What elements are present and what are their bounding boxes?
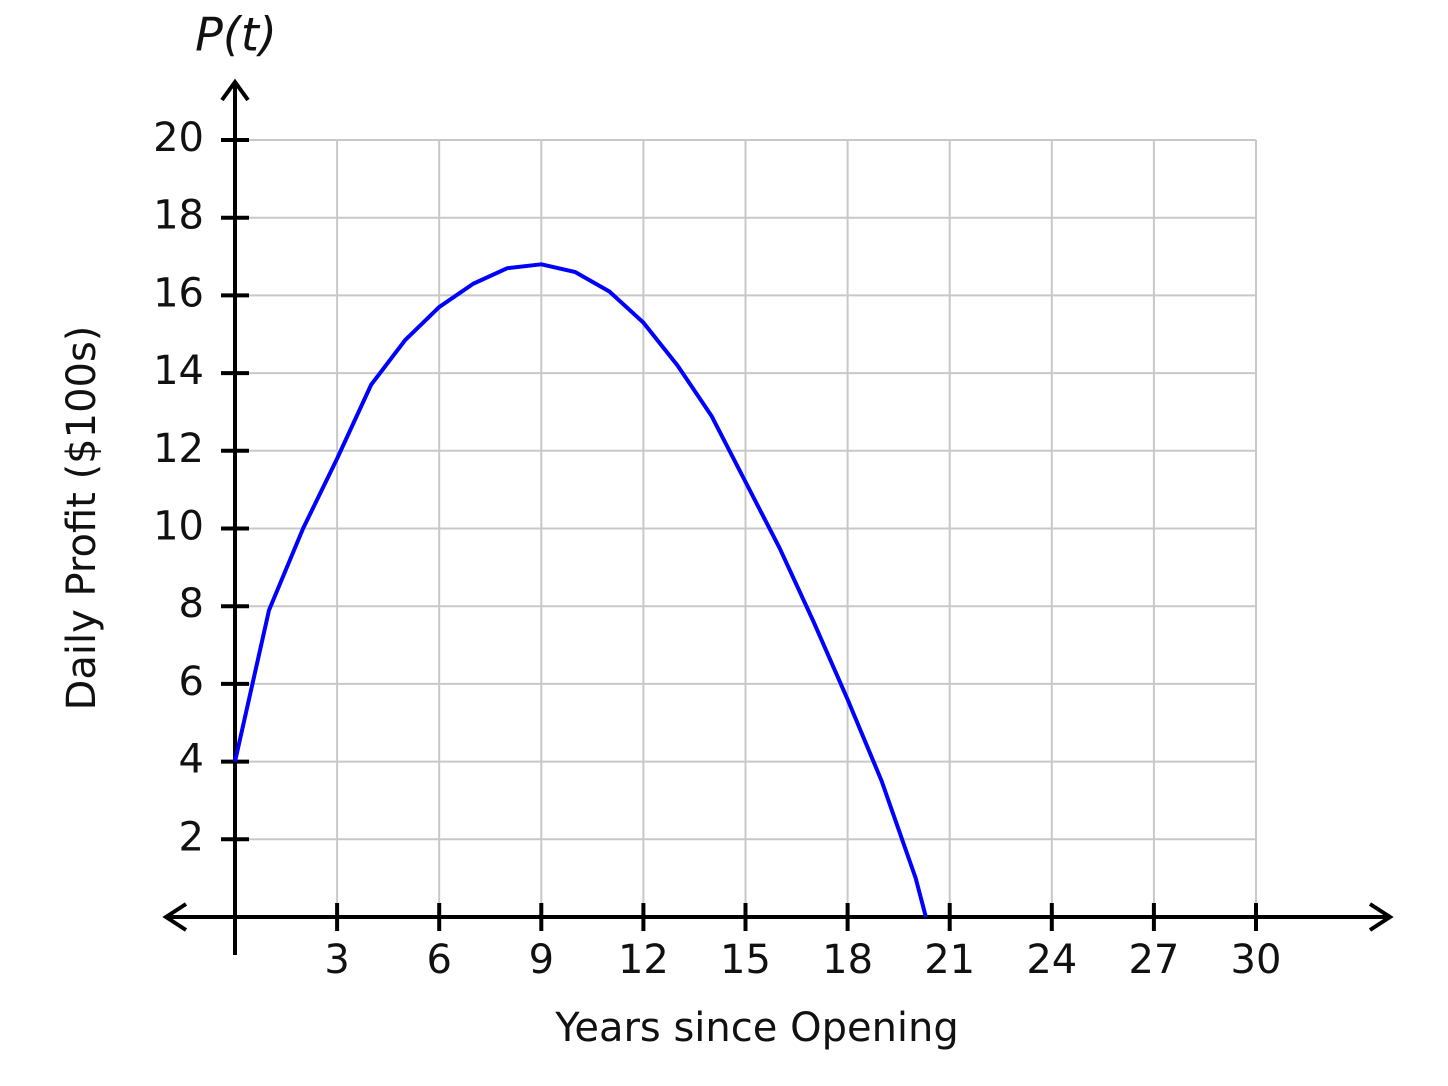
- y-tick-label: 2: [179, 814, 204, 860]
- x-arrow: [162, 902, 188, 932]
- y-tick-label: 10: [153, 504, 204, 550]
- y-tick-label: 4: [179, 737, 204, 783]
- y-axis-title: Daily Profit ($100s): [59, 326, 105, 711]
- x-tick-label: 6: [426, 937, 451, 983]
- y-tick-label: 18: [153, 193, 204, 239]
- y-tick-label: 16: [153, 270, 204, 316]
- x-tick-label: 18: [822, 937, 873, 983]
- y-tick-label: 14: [153, 348, 204, 394]
- x-axis-title: Years since Opening: [554, 1005, 959, 1051]
- x-tick-label: 24: [1026, 937, 1077, 983]
- x-tick-label: 27: [1128, 937, 1179, 983]
- x-tick-label: 12: [618, 937, 669, 983]
- x-tick-label: 15: [720, 937, 771, 983]
- x-tick-label: 9: [529, 937, 554, 983]
- x-tick-label: 3: [324, 937, 349, 983]
- line: [233, 262, 928, 918]
- x-arrow: [1368, 902, 1394, 932]
- x-tick-label: 30: [1231, 937, 1282, 983]
- y-tick-label: 12: [153, 426, 204, 472]
- y-tick-label: 20: [153, 115, 204, 161]
- y-arrow: [220, 78, 250, 102]
- y-tick-label: 6: [179, 659, 204, 705]
- function-label: P(t): [195, 8, 277, 62]
- x-tick-label: 21: [924, 937, 975, 983]
- y-tick-label: 8: [179, 581, 204, 627]
